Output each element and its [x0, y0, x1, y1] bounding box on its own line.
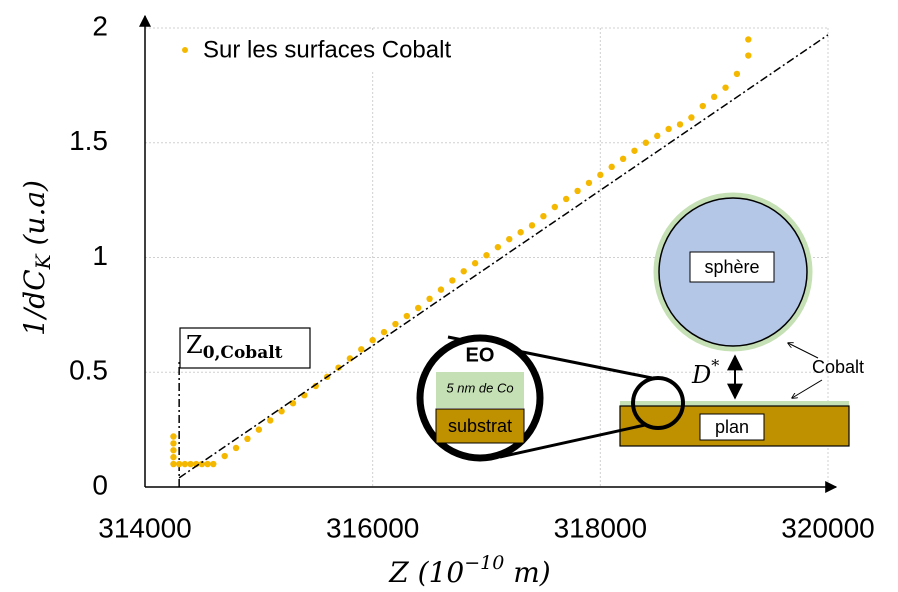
- data-point: [460, 268, 467, 275]
- data-point: [278, 408, 285, 415]
- y-tick-label: 1: [92, 240, 108, 271]
- data-point: [528, 222, 536, 229]
- cobalt-pointer: [788, 343, 819, 359]
- data-point: [335, 364, 342, 371]
- y-tick-label: 0.5: [69, 355, 108, 386]
- zoom-line: [499, 423, 646, 459]
- data-point: [198, 460, 206, 468]
- eo-label: EO: [466, 344, 495, 366]
- data-point: [506, 235, 513, 243]
- data-point: [244, 435, 251, 443]
- z0-label-box: [179, 327, 311, 369]
- sphere-label-box: [689, 251, 775, 283]
- zoom-spot: [631, 376, 685, 430]
- data-point: [494, 243, 502, 251]
- data-point: [517, 229, 524, 236]
- data-point: [187, 460, 194, 468]
- data-point: [540, 212, 547, 220]
- cobalt-label: Cobalt: [812, 357, 864, 377]
- data-point: [255, 426, 263, 433]
- data-point: [654, 132, 661, 140]
- data-point: [232, 444, 240, 452]
- data-point: [170, 453, 177, 461]
- data-point: [665, 125, 672, 133]
- data-point: [170, 440, 177, 447]
- data-point: [170, 460, 177, 468]
- data-point: [221, 452, 228, 460]
- data-point: [483, 252, 490, 259]
- data-point: [380, 328, 388, 336]
- data-point: [562, 195, 570, 203]
- substrate: [435, 408, 525, 444]
- data-point: [745, 36, 752, 43]
- data-point: [597, 171, 604, 179]
- data-point: [312, 382, 319, 390]
- data-point: [722, 84, 729, 91]
- data-point: [585, 179, 593, 187]
- z0-label: Z0,Cobalt: [186, 331, 283, 363]
- data-point: [170, 447, 177, 454]
- plane-label: plan: [715, 417, 749, 437]
- data-point: [688, 114, 695, 121]
- data-point: [267, 417, 274, 424]
- x-axis-label: Z (10−10 m): [388, 552, 550, 589]
- legend-label: Sur les surfaces Cobalt: [203, 36, 451, 63]
- data-point: [745, 52, 752, 59]
- data-point: [699, 102, 706, 110]
- data-point: [642, 139, 650, 146]
- data-point: [710, 93, 718, 101]
- x-tick-label: 320000: [781, 512, 874, 543]
- cobalt-film: [436, 372, 524, 408]
- y-tick-label: 0: [92, 469, 108, 500]
- data-point: [210, 460, 217, 468]
- data-point: [631, 147, 638, 154]
- plane-label-box: [699, 413, 765, 441]
- data-point: [204, 460, 211, 468]
- data-point: [449, 277, 456, 284]
- data-point: [403, 312, 411, 320]
- y-tick-label: 1.5: [69, 125, 108, 156]
- y-tick-label: 2: [92, 10, 108, 41]
- fit-line: [178, 34, 829, 479]
- data-point: [426, 295, 433, 303]
- sphere-label: sphère: [704, 257, 759, 277]
- data-point: [415, 304, 422, 312]
- data-point: [574, 187, 581, 195]
- legend-box: [165, 32, 515, 70]
- data-point: [608, 163, 615, 171]
- sphere-outline: [658, 197, 808, 347]
- x-tick-label: 318000: [554, 512, 647, 543]
- distance-label: D*: [691, 356, 719, 389]
- data-point: [733, 70, 741, 78]
- cobalt-film-label: 5 nm de Co: [446, 380, 513, 395]
- data-point: [676, 121, 684, 128]
- data-point: [369, 336, 376, 344]
- y-axis-label: 1/dCK (u.a): [18, 180, 55, 336]
- data-point: [346, 355, 354, 362]
- data-point: [358, 346, 365, 353]
- data-point: [170, 433, 177, 440]
- data-point: [551, 203, 558, 211]
- data-point: [619, 155, 627, 163]
- inset-diagram: sphère plan D* Cobalt EO 5 nm de Co subs…: [416, 192, 864, 462]
- data-point: [181, 460, 189, 468]
- data-point: [392, 320, 399, 328]
- legend-marker: [182, 47, 188, 53]
- cobalt-pointer: [792, 379, 823, 398]
- x-tick-label: 314000: [98, 512, 191, 543]
- x-tick-label: 316000: [326, 512, 419, 543]
- data-point: [437, 286, 445, 293]
- substrate-label: substrat: [448, 416, 512, 436]
- data-point: [471, 260, 479, 267]
- data-point: [175, 460, 183, 468]
- cobalt-layer: [620, 401, 849, 406]
